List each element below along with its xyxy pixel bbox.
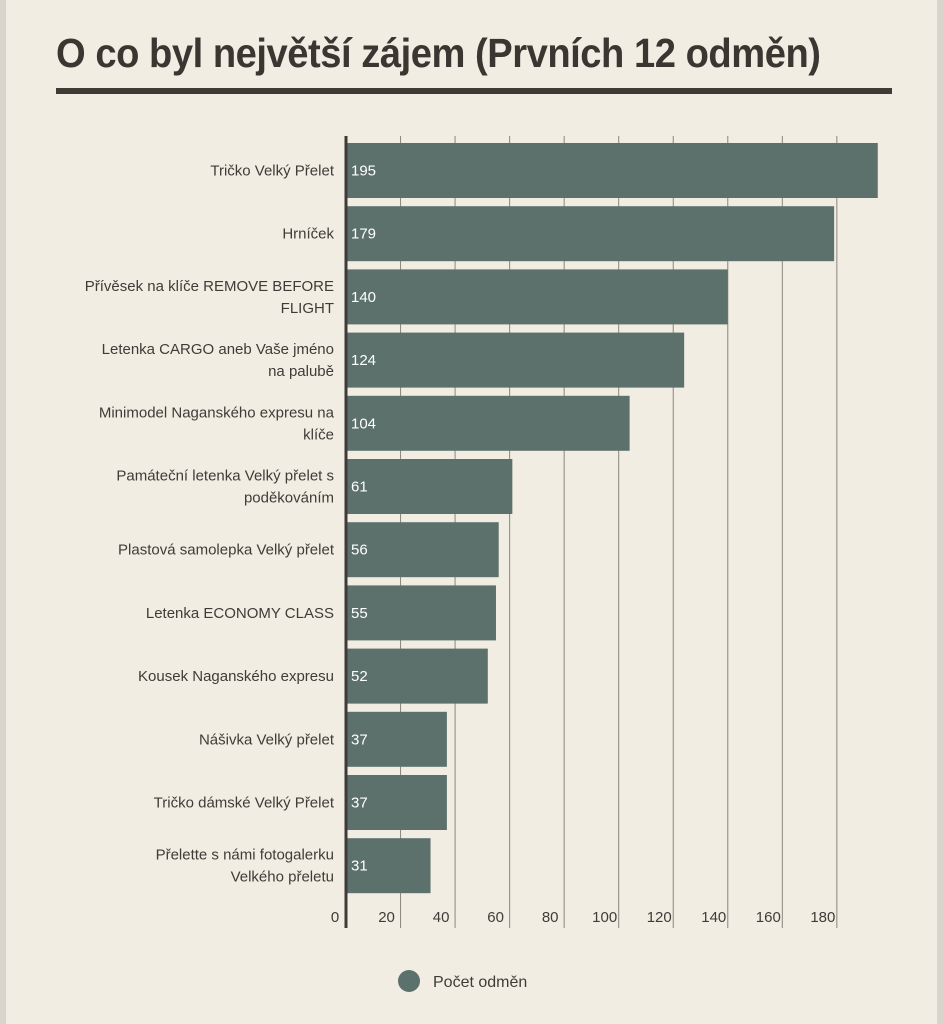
bar-value-label: 56 (351, 542, 368, 559)
bar-7 (346, 522, 499, 578)
x-tick-label: 20 (378, 909, 395, 926)
bar-value-label: 195 (351, 163, 376, 180)
left-frame-border (0, 0, 6, 1024)
bar-value-label: 37 (351, 731, 368, 748)
bar-value-label: 179 (351, 226, 376, 243)
x-tick-labels: 0 20 40 60 80 100 120 140 160 180 (331, 909, 836, 926)
bar-value-label: 140 (351, 289, 376, 306)
bar-12 (346, 838, 431, 894)
x-tick-label: 160 (756, 909, 781, 926)
category-label: Tričko Velký Přelet (210, 163, 334, 180)
x-tick-label: 120 (647, 909, 672, 926)
bar-value-label: 104 (351, 415, 376, 432)
title-underline (56, 88, 892, 94)
x-tick-label: 60 (487, 909, 504, 926)
bar-8 (346, 585, 496, 641)
bar-10 (346, 711, 447, 767)
category-label: Letenka ECONOMY CLASS (146, 605, 334, 622)
category-label: Tričko dámské Velký Přelet (154, 795, 335, 812)
category-labels: Tričko Velký Přelet Hrníček Přívěsek na kl… (85, 163, 335, 886)
bar-value-label: 124 (351, 352, 376, 369)
category-label: Přívěsek na klíče REMOVE BEFORE FLIGHT (85, 278, 334, 317)
chart-title: O co byl největší zájem (Prvních 12 odmě… (56, 30, 821, 76)
legend-marker (398, 970, 420, 992)
category-label: Přelette s námi fotogalerku Velkého přele… (156, 847, 334, 886)
x-tick-label: 100 (592, 909, 617, 926)
bar-4 (346, 332, 685, 388)
bar-value-label: 37 (351, 795, 368, 812)
bar-2 (346, 206, 835, 262)
bar-5 (346, 395, 630, 451)
bar-value-label: 31 (351, 858, 368, 875)
right-frame-border (937, 0, 943, 1024)
category-label: Hrníček (282, 226, 334, 243)
category-label: Letenka CARGO aneb Vaše jméno na palubě (102, 341, 334, 380)
bar-6 (346, 459, 513, 514)
x-tick-label: 140 (701, 909, 726, 926)
legend-label: Počet odměn (433, 974, 527, 991)
bar-value-label: 61 (351, 479, 368, 496)
legend: Počet odměn (398, 970, 527, 992)
category-label: Minimodel Naganského expresu na klíče (99, 404, 335, 443)
bar-value-label: 55 (351, 605, 368, 622)
category-label: Památeční letenka Velký přelet s poděková… (116, 468, 334, 507)
x-tick-label: 180 (810, 909, 835, 926)
category-label: Nášivka Velký přelet (199, 731, 335, 748)
bar-9 (346, 648, 488, 704)
bar-value-label: 52 (351, 668, 368, 685)
category-label: Plastová samolepka Velký přelet (118, 542, 335, 559)
x-tick-label: 40 (433, 909, 450, 926)
bars: 195 179 140 124 104 61 56 55 52 37 37 31 (346, 143, 878, 894)
category-label: Kousek Naganského expresu (138, 668, 334, 685)
x-tick-label: 0 (331, 909, 339, 926)
bar-1 (346, 143, 878, 198)
bar-3 (346, 269, 728, 325)
x-tick-label: 80 (542, 909, 559, 926)
bar-11 (346, 775, 447, 830)
